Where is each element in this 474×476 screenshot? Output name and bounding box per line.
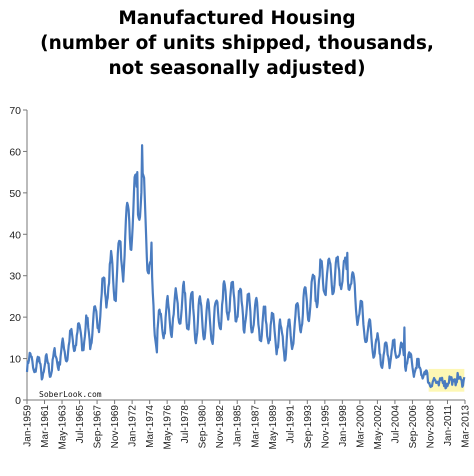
y-tick-label: 70	[9, 105, 21, 117]
x-tick-label: Nov-1969	[110, 405, 121, 449]
x-tick-label: Nov-1982	[215, 405, 226, 449]
chart-title: Manufactured Housing (number of units sh…	[0, 6, 474, 81]
y-tick-label: 0	[15, 395, 21, 407]
x-tick-label: Jan-1972	[128, 405, 139, 447]
x-tick-label: Nov-1995	[320, 405, 331, 449]
x-tick-label: Jul-1978	[180, 405, 191, 444]
x-tick-label: Mar-2013	[461, 405, 472, 448]
x-tick-label: Sep-1993	[303, 405, 314, 449]
x-tick-label: May-1963	[58, 405, 69, 450]
watermark: SoberLook.com	[39, 390, 102, 399]
x-tick-label: Jan-1959	[23, 405, 34, 447]
x-tick-label: May-1976	[163, 405, 174, 450]
y-tick-label: 10	[9, 354, 21, 366]
chart-title-line-3: not seasonally adjusted)	[108, 58, 366, 79]
y-tick-label: 50	[9, 188, 21, 200]
x-tick-label: Sep-1980	[198, 405, 209, 449]
chart-title-line-2: (number of units shipped, thousands,	[40, 33, 434, 54]
y-tick-label: 40	[9, 229, 21, 241]
series-layer	[25, 144, 466, 390]
x-tick-label: Jan-1998	[338, 405, 349, 447]
x-tick-label: Jul-1991	[285, 405, 296, 444]
x-tick-label: May-2002	[373, 405, 384, 450]
x-tick-label: Mar-2000	[355, 405, 366, 448]
x-tick-label: May-1989	[268, 405, 279, 450]
x-tick-label: Mar-1974	[145, 405, 156, 448]
y-tick-label: 60	[9, 146, 21, 158]
x-tick-label: Sep-2006	[408, 405, 419, 449]
y-tick-label: 30	[9, 271, 21, 283]
x-tick-label: Jan-2011	[443, 405, 454, 446]
axes-layer	[23, 109, 466, 404]
y-tick-label: 20	[9, 312, 21, 324]
series-line	[25, 144, 466, 390]
x-tick-label: Nov-2008	[425, 405, 436, 449]
labels-layer: 0 10 20 30 40 50 60 70 Jan-1959 Mar-1961 May-1963 J…	[9, 105, 471, 449]
x-tick-label: Mar-1961	[40, 405, 51, 448]
x-tick-label: Jan-1985	[233, 405, 244, 447]
chart-title-line-1: Manufactured Housing	[118, 8, 356, 29]
x-tick-label: Mar-1987	[250, 405, 261, 448]
x-tick-label: Jul-1965	[75, 405, 86, 444]
x-tick-label: Jul-2004	[390, 405, 401, 444]
x-tick-label: Sep-1967	[93, 405, 104, 449]
